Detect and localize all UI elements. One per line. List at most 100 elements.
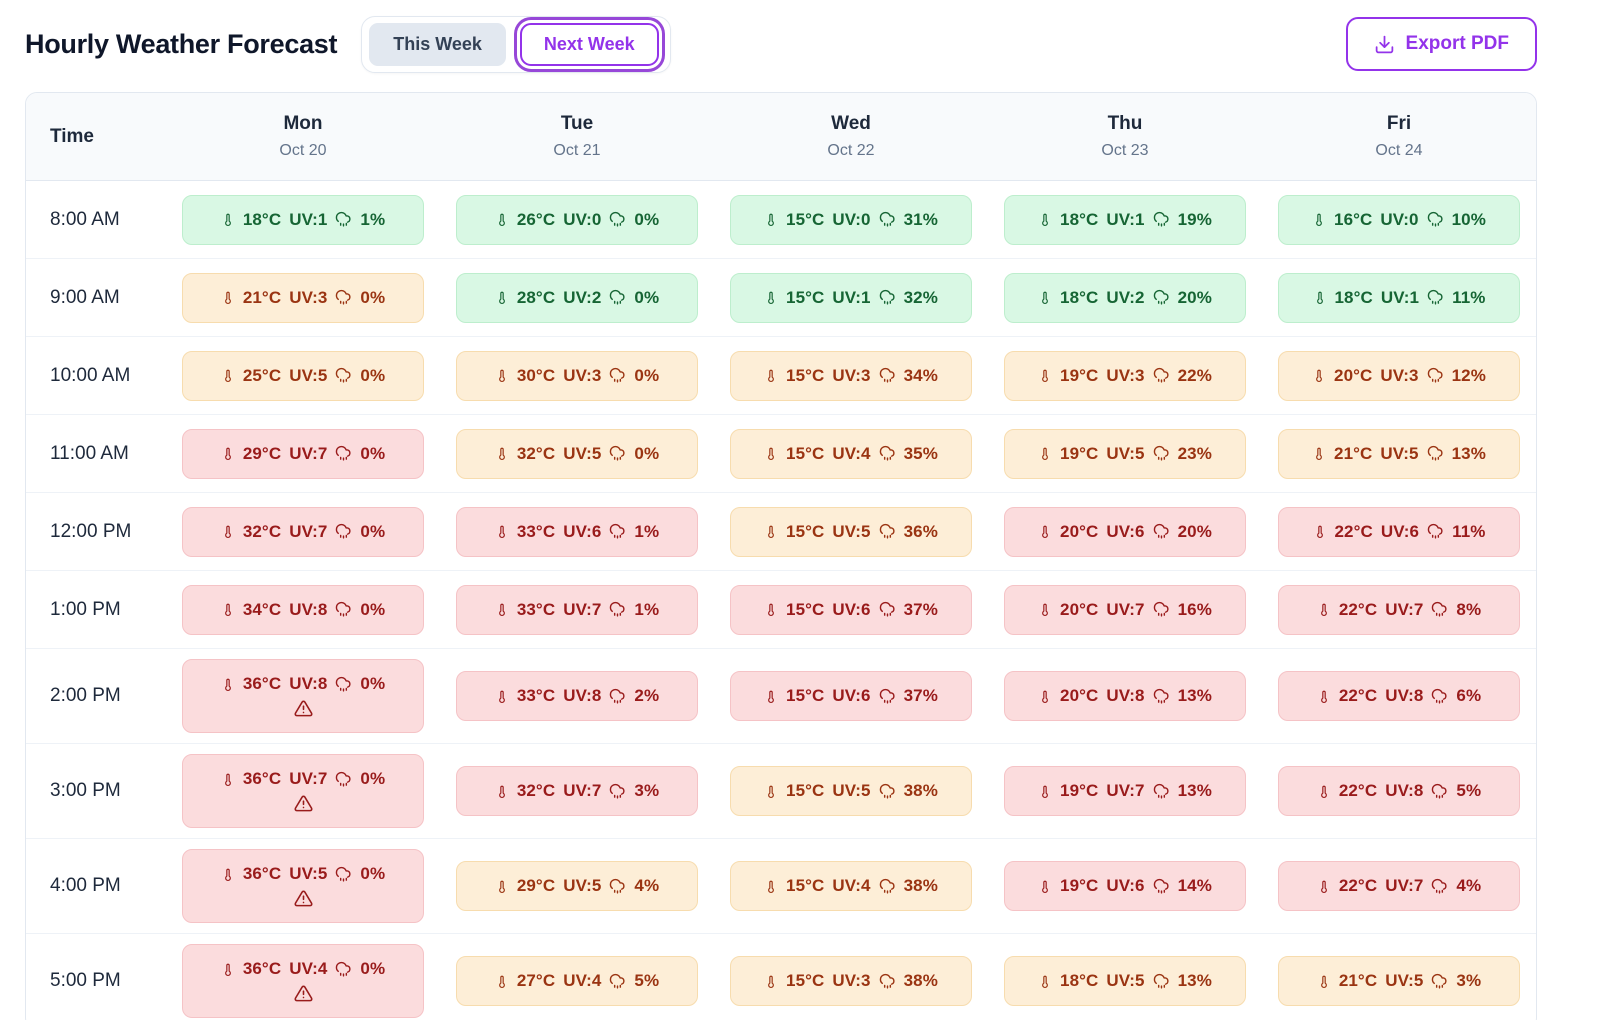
forecast-cell: 15°C UV:1 32% bbox=[714, 272, 988, 323]
forecast-cell: 15°C UV:4 35% bbox=[714, 428, 988, 479]
export-pdf-button[interactable]: Export PDF bbox=[1345, 17, 1537, 71]
thermometer-icon bbox=[764, 974, 778, 989]
rain-cloud-icon bbox=[1153, 688, 1170, 705]
forecast-cell: 32°C UV:7 0% bbox=[166, 506, 440, 557]
thermometer-icon bbox=[1313, 290, 1327, 305]
temperature-value: 15°C bbox=[786, 287, 825, 307]
precipitation-value: 10% bbox=[1451, 209, 1486, 229]
temperature-value: 36°C bbox=[242, 769, 282, 788]
uv-index-value: UV:3 bbox=[832, 365, 871, 385]
temperature-value: 19°C bbox=[1060, 876, 1099, 895]
forecast-cell: 15°C UV:3 38% bbox=[714, 956, 988, 1006]
uv-index-value: UV:6 bbox=[563, 521, 602, 541]
forecast-cell: 21°C UV:5 13% bbox=[1262, 428, 1536, 479]
forecast-cell: 15°C UV:4 38% bbox=[714, 861, 988, 911]
rain-cloud-icon bbox=[1431, 973, 1448, 990]
forecast-cell: 36°C UV:5 0% bbox=[166, 849, 440, 923]
weather-pill: 33°C UV:6 1% bbox=[456, 506, 698, 557]
weather-pill: 20°C UV:3 12% bbox=[1278, 350, 1520, 401]
column-header-time: Time bbox=[50, 125, 95, 147]
uv-index-value: UV:1 bbox=[1380, 287, 1420, 307]
rain-cloud-icon bbox=[1153, 878, 1170, 895]
uv-index-value: UV:0 bbox=[1380, 209, 1419, 229]
weather-pill: 36°C UV:4 0% bbox=[182, 944, 424, 1018]
rain-cloud-icon bbox=[1153, 367, 1170, 384]
precipitation-value: 1% bbox=[634, 521, 660, 541]
rain-cloud-icon bbox=[1427, 445, 1444, 462]
thermometer-icon bbox=[1038, 689, 1052, 704]
temperature-value: 22°C bbox=[1338, 781, 1378, 800]
weather-pill: 21°C UV:5 3% bbox=[1278, 956, 1520, 1006]
thermometer-icon bbox=[1038, 784, 1052, 799]
rain-cloud-icon bbox=[609, 878, 626, 895]
precipitation-value: 34% bbox=[903, 365, 938, 385]
precipitation-value: 5% bbox=[634, 971, 660, 990]
weather-pill: 16°C UV:0 10% bbox=[1278, 194, 1520, 245]
uv-index-value: UV:5 bbox=[289, 864, 328, 883]
uv-index-value: UV:7 bbox=[289, 443, 328, 463]
rain-cloud-icon bbox=[609, 523, 626, 540]
temperature-value: 32°C bbox=[516, 781, 556, 800]
day-date: Oct 21 bbox=[553, 142, 601, 159]
temperature-value: 32°C bbox=[516, 443, 556, 463]
thermometer-icon bbox=[1317, 784, 1331, 799]
table-row: 3:00 PM 36°C UV:7 0% 32°C UV:7 3% 15°C UV:5 38% 19… bbox=[26, 744, 1536, 839]
weather-pill: 15°C UV:6 37% bbox=[730, 584, 972, 635]
rain-cloud-icon bbox=[1431, 783, 1448, 800]
weather-pill: 32°C UV:7 0% bbox=[182, 506, 424, 557]
forecast-cell: 32°C UV:5 0% bbox=[440, 428, 714, 479]
weather-pill: 15°C UV:1 32% bbox=[730, 272, 972, 323]
thermometer-icon bbox=[1312, 368, 1326, 383]
temperature-value: 16°C bbox=[1334, 209, 1373, 229]
thermometer-icon bbox=[221, 867, 235, 882]
temperature-value: 21°C bbox=[242, 287, 282, 307]
precipitation-value: 0% bbox=[360, 365, 386, 385]
uv-index-value: UV:6 bbox=[832, 686, 871, 705]
thermometer-icon bbox=[1317, 879, 1331, 894]
thermometer-icon bbox=[1038, 212, 1052, 227]
weather-pill: 22°C UV:8 6% bbox=[1278, 671, 1520, 721]
precipitation-value: 0% bbox=[634, 365, 660, 385]
temperature-value: 22°C bbox=[1338, 876, 1378, 895]
temperature-value: 36°C bbox=[242, 864, 282, 883]
rain-cloud-icon bbox=[1427, 211, 1444, 228]
weather-pill: 22°C UV:8 5% bbox=[1278, 766, 1520, 816]
thermometer-icon bbox=[495, 212, 509, 227]
temperature-value: 26°C bbox=[516, 209, 556, 229]
temperature-value: 18°C bbox=[1334, 287, 1373, 307]
weather-pill: 15°C UV:3 38% bbox=[730, 956, 972, 1006]
tab-next-week[interactable]: Next Week bbox=[519, 22, 659, 66]
thermometer-icon bbox=[1038, 524, 1052, 539]
weather-pill: 28°C UV:2 0% bbox=[456, 272, 698, 323]
uv-index-value: UV:4 bbox=[289, 959, 328, 978]
tab-this-week[interactable]: This Week bbox=[369, 22, 506, 66]
temperature-value: 36°C bbox=[242, 674, 282, 693]
uv-index-value: UV:8 bbox=[1385, 781, 1424, 800]
forecast-cell: 21°C UV:5 3% bbox=[1262, 956, 1536, 1006]
precipitation-value: 36% bbox=[903, 521, 938, 541]
thermometer-icon bbox=[495, 602, 509, 617]
forecast-cell: 15°C UV:6 37% bbox=[714, 671, 988, 721]
precipitation-value: 0% bbox=[360, 521, 386, 541]
uv-index-value: UV:7 bbox=[1106, 599, 1145, 619]
table-row: 12:00 PM 32°C UV:7 0% 33°C UV:6 1% 15°C UV:5 36% 2… bbox=[26, 493, 1536, 571]
temperature-value: 19°C bbox=[1060, 781, 1099, 800]
column-header-day: Wed Oct 22 bbox=[714, 93, 988, 180]
weather-pill: 34°C UV:8 0% bbox=[182, 584, 424, 635]
precipitation-value: 0% bbox=[634, 209, 660, 229]
temperature-value: 15°C bbox=[786, 971, 825, 990]
forecast-cell: 16°C UV:0 10% bbox=[1262, 194, 1536, 245]
weather-pill: 30°C UV:3 0% bbox=[456, 350, 698, 401]
rain-cloud-icon bbox=[335, 523, 352, 540]
weather-pill: 15°C UV:4 35% bbox=[730, 428, 972, 479]
forecast-cell: 27°C UV:4 5% bbox=[440, 956, 714, 1006]
weather-pill: 19°C UV:3 22% bbox=[1004, 350, 1246, 401]
temperature-value: 21°C bbox=[1334, 443, 1373, 463]
warning-triangle-icon bbox=[293, 984, 313, 1003]
thermometer-icon bbox=[221, 677, 235, 692]
rain-cloud-icon bbox=[335, 289, 352, 306]
thermometer-icon bbox=[764, 524, 778, 539]
thermometer-icon bbox=[764, 689, 778, 704]
rain-cloud-icon bbox=[609, 367, 626, 384]
forecast-cell: 18°C UV:1 19% bbox=[988, 194, 1262, 245]
